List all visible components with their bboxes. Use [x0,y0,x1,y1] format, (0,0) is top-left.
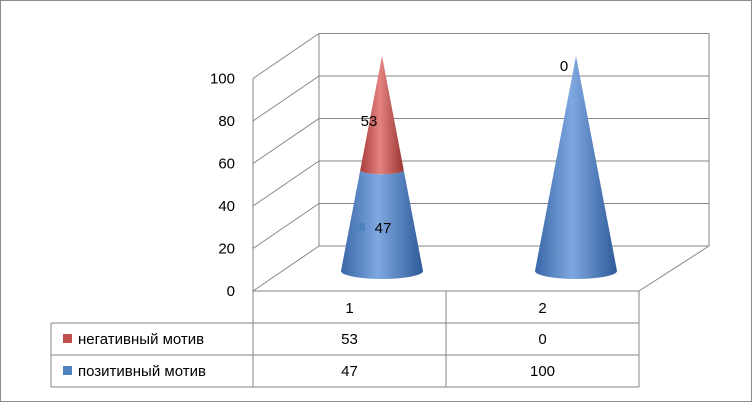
table-header-category: 2 [538,300,546,317]
data-label: 0 [560,58,568,75]
gridline [252,203,709,249]
y-tick-label: 40 [218,198,235,215]
data-labels: 53 47 0 [353,58,568,237]
gridline [252,118,709,164]
y-tick-label: 20 [218,241,235,258]
legend-key [63,366,72,375]
gridline-side [252,160,320,207]
table-cell: 0 [538,331,546,348]
cone-segment-positive [341,169,423,279]
data-label: 47 [375,220,392,237]
table-cell: 53 [341,331,358,348]
y-tick-label: 60 [218,156,235,173]
gridline [252,160,709,207]
table-cell: 100 [530,363,555,380]
floor-right-edge [638,245,710,292]
gridline-side [252,75,320,122]
legend-key [63,334,72,343]
cone-segment-negative [360,56,404,175]
legend-label: негативный мотив [78,331,204,348]
cone-series [341,56,617,279]
y-tick-label: 0 [227,283,235,300]
y-tick-label: 80 [218,113,235,130]
table-cell: 47 [341,363,358,380]
gridlines [252,33,710,292]
gridline-side [252,33,320,79]
gridline [252,245,709,292]
gridline-side [252,118,320,164]
legend-label: позитивный мотив [78,363,206,380]
y-axis-labels: 0 20 40 60 80 100 [210,71,235,301]
y-tick-label: 100 [210,71,235,88]
data-label: 53 [361,113,378,130]
data-label-marker [353,223,365,231]
gridline-side [252,203,320,249]
table-header-category: 1 [345,300,353,317]
gridline [252,33,709,79]
cone-1 [341,56,423,279]
gridline [252,75,709,122]
cone-segment-positive [535,56,617,279]
gridline-side [252,245,320,292]
cone-2 [535,56,617,279]
data-table: 1 2 негативный мотив 53 0 позитивный мотив 47 1… [50,290,640,388]
